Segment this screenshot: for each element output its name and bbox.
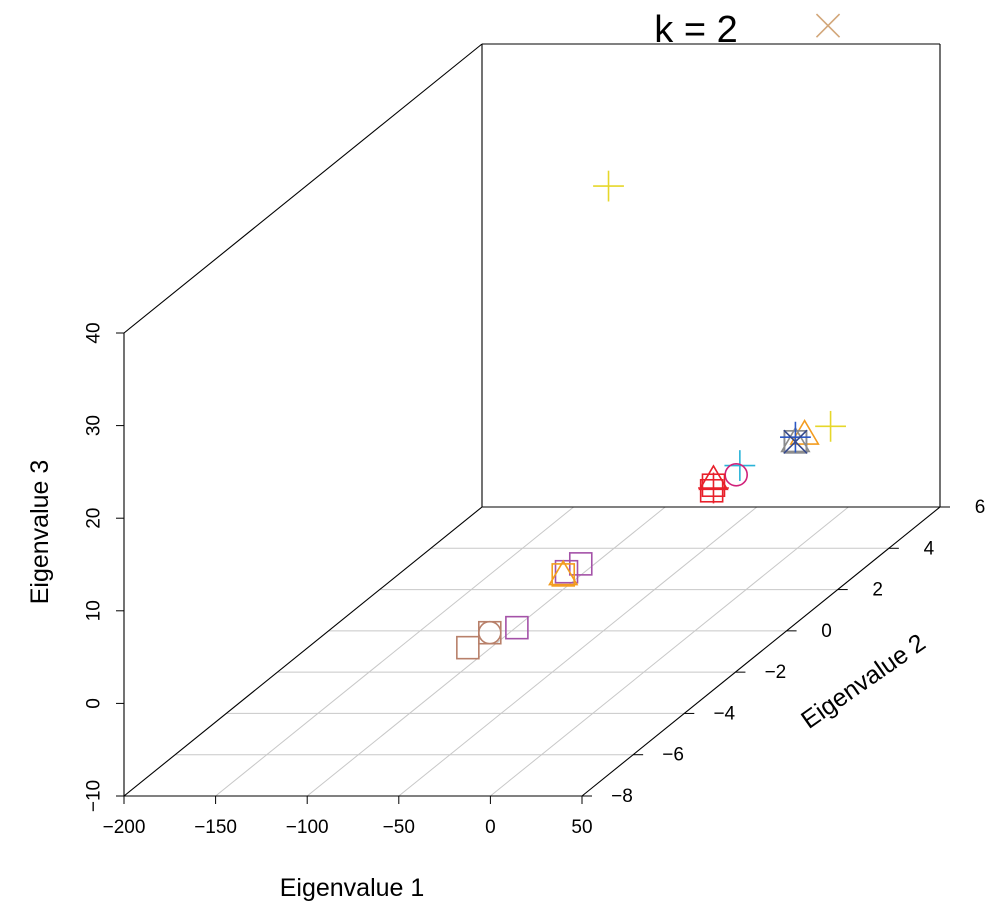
z-tick-label: 30 [84, 415, 105, 436]
grid-line-x [215, 506, 574, 797]
data-point-circle [477, 620, 502, 645]
z-tick-label: −10 [84, 780, 105, 812]
y-tick-label: −4 [713, 703, 735, 724]
x-tick-label: −150 [194, 817, 237, 838]
data-point-x [815, 13, 841, 38]
y-tick-label: 2 [872, 580, 883, 601]
axis-ticks: −200 −150 −100 −50 0 50−8−6−4−20246−100102030… [84, 322, 986, 838]
y-tick-label: 4 [924, 538, 935, 559]
point-circle [477, 620, 502, 645]
x-tick-label: −50 [383, 817, 415, 838]
z-tick-label: 20 [84, 508, 105, 529]
data-point-plus [698, 472, 729, 504]
z-tick-label: 0 [84, 698, 105, 709]
point-square [699, 478, 724, 503]
z-tick-label: 40 [84, 322, 105, 343]
data-point-plus [593, 170, 624, 202]
point-triangle [698, 464, 729, 491]
y-tick-label: −8 [611, 786, 633, 807]
point-square [456, 635, 480, 660]
data-point-square [456, 635, 480, 660]
y-tick-label: −6 [662, 745, 684, 766]
grid-line-x [398, 506, 758, 797]
x-tick-label: 50 [571, 817, 592, 838]
x-axis-title: Eigenvalue 1 [280, 874, 425, 902]
data-point-square [551, 563, 576, 587]
x-tick-label: −200 [103, 817, 146, 838]
y-tick-label: −2 [765, 662, 787, 683]
x-tick-label: 0 [485, 817, 496, 838]
grid-line-x [306, 506, 666, 797]
floor-grid [175, 506, 889, 797]
plot-box [123, 43, 941, 797]
z-tick-label: 10 [84, 600, 105, 621]
data-point-triangle [548, 559, 579, 586]
point-square [554, 559, 579, 584]
data-points [456, 13, 846, 660]
data-point-circle [724, 463, 748, 487]
data-point-square [554, 559, 579, 584]
x-tick-label: −100 [286, 817, 329, 838]
data-point-triangle [698, 464, 729, 491]
point-x-b [783, 429, 808, 454]
box-edge [123, 506, 483, 797]
z-axis-title: Eigenvalue 3 [26, 460, 54, 605]
data-point-plus [780, 421, 811, 453]
point-x-b [815, 13, 841, 38]
point-circle [724, 463, 748, 487]
data-point-square [699, 478, 724, 503]
chart-title: k = 2 [654, 9, 737, 51]
box-edge [123, 43, 483, 334]
data-point-x [783, 429, 808, 454]
box-edge [581, 506, 941, 797]
point-triangle [548, 559, 579, 586]
grid-line-x [490, 506, 849, 797]
point-square [551, 563, 576, 587]
data-point-plus [815, 410, 846, 442]
y-tick-label: 6 [975, 497, 986, 518]
point-square [505, 615, 529, 640]
y-tick-label: 0 [821, 621, 832, 642]
y-axis-title: Eigenvalue 2 [796, 629, 930, 735]
data-point-square [505, 615, 529, 640]
